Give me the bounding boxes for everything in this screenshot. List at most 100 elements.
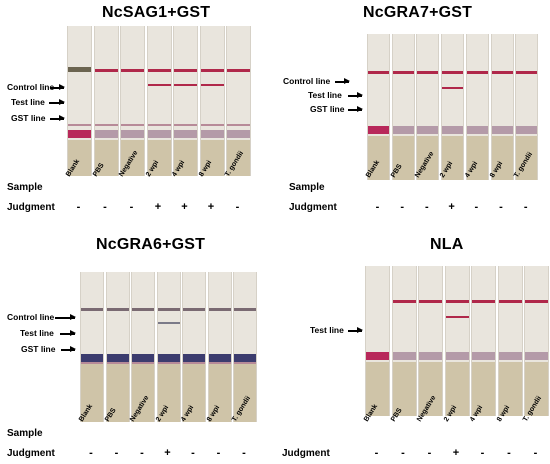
- sample-pad: [174, 140, 197, 176]
- sample-pad: [132, 364, 154, 422]
- sample-pad: [442, 136, 464, 180]
- control-line-arrow: [335, 78, 350, 84]
- gst-band: [200, 124, 224, 126]
- sample-pad: [419, 362, 442, 416]
- sample-pad-band: [200, 130, 224, 138]
- sample-pad: [368, 136, 389, 180]
- control-band: [121, 69, 144, 72]
- gst-line-label: GST line: [11, 113, 46, 123]
- test-strip: [156, 272, 181, 422]
- judgment-mark: -: [533, 447, 538, 459]
- judgment-mark: +: [181, 201, 188, 213]
- control-band: [81, 308, 103, 311]
- sample-pad-band: [472, 352, 495, 360]
- judgment-mark: -: [89, 447, 93, 459]
- sample-pad: [227, 140, 250, 176]
- test-strip: [391, 34, 415, 180]
- control-line-arrow: [50, 84, 65, 90]
- judgment-row-label: Judgment: [7, 202, 55, 213]
- sample-pad-band: [183, 354, 205, 362]
- test-strip: [471, 266, 496, 416]
- judgment-mark: -: [242, 447, 246, 459]
- sample-pad: [498, 362, 522, 416]
- sample-pad-band: [81, 354, 103, 362]
- test-band: [147, 84, 171, 86]
- panel-nla: NLA Test line Judgment Blank - PBS - Negativ…: [275, 232, 550, 464]
- test-line-arrow: [60, 330, 76, 336]
- panel-ncgra7-gst: NcGRA7+GST Control line Test line GST li…: [275, 0, 550, 232]
- sample-row-label: Sample: [289, 182, 325, 193]
- test-strip: [367, 34, 390, 180]
- control-band: [419, 300, 442, 303]
- panel-title: NcGRA7+GST: [363, 4, 473, 21]
- sample-pad: [200, 140, 224, 176]
- sample-pad-band: [466, 126, 488, 134]
- judgment-row-label: Judgment: [7, 448, 55, 459]
- control-line-label: Control line: [283, 76, 331, 86]
- control-band: [68, 67, 91, 72]
- sample-pad-band: [445, 352, 469, 360]
- judgment-mark: -: [235, 201, 240, 213]
- test-strip: [233, 272, 257, 422]
- sample-pad: [392, 136, 414, 180]
- panel-title: NcGRA6+GST: [96, 236, 206, 253]
- sample-pad-band: [368, 126, 389, 134]
- control-band: [94, 69, 118, 72]
- gst-band: [208, 362, 231, 364]
- sample-pad-band: [392, 352, 416, 360]
- test-strip: [497, 266, 523, 416]
- sample-pad-band: [132, 354, 154, 362]
- gst-band: [94, 124, 118, 126]
- control-band: [442, 71, 464, 74]
- test-strip: [67, 26, 92, 176]
- gst-band: [147, 124, 171, 126]
- sample-pad-band: [106, 354, 129, 362]
- judgment-mark: -: [375, 201, 380, 213]
- sample-pad-band: [366, 352, 389, 360]
- test-strip: [515, 34, 539, 180]
- sample-pad: [106, 364, 129, 422]
- test-band: [445, 316, 469, 318]
- judgment-mark: -: [103, 201, 107, 213]
- sample-pad-band: [234, 354, 256, 362]
- sample-pad-band: [94, 130, 118, 138]
- gst-band: [106, 362, 129, 364]
- test-strip: [80, 272, 104, 422]
- test-line-label: Test line: [11, 97, 45, 107]
- control-band: [227, 69, 250, 72]
- judgment-mark: -: [374, 447, 379, 459]
- gst-line-arrow: [50, 115, 65, 121]
- sample-pad-band: [491, 126, 513, 134]
- panel-title: NcSAG1+GST: [102, 4, 211, 21]
- sample-pad: [68, 140, 91, 176]
- control-band: [174, 69, 197, 72]
- gst-band: [227, 124, 250, 126]
- gst-line-arrow: [348, 106, 363, 112]
- sample-pad: [392, 362, 416, 416]
- judgment-row-label: Judgment: [289, 202, 337, 213]
- gst-band: [68, 124, 91, 126]
- judgment-row-label: Judgment: [282, 448, 330, 459]
- sample-pad: [366, 362, 389, 416]
- judgment-mark: +: [164, 447, 171, 459]
- sample-pad-band: [68, 130, 91, 138]
- sample-pad: [157, 364, 180, 422]
- sample-pad-band: [525, 352, 548, 360]
- control-line-label: Control line: [7, 312, 55, 322]
- judgment-mark: -: [140, 447, 144, 459]
- gst-line-arrow: [61, 346, 76, 352]
- test-line-arrow: [348, 327, 363, 333]
- judgment-mark: +: [452, 447, 460, 459]
- control-band: [498, 300, 522, 303]
- test-strip: [524, 266, 549, 416]
- sample-pad-band: [121, 130, 144, 138]
- judgment-mark: -: [427, 447, 432, 459]
- gst-band: [174, 124, 197, 126]
- control-band: [525, 300, 548, 303]
- panel-ncsag1-gst: NcSAG1+GST Control line Test line GST li…: [0, 0, 275, 232]
- test-strip: [365, 266, 390, 416]
- judgment-mark: -: [400, 201, 405, 213]
- sample-pad: [525, 362, 548, 416]
- sample-pad-band: [442, 126, 464, 134]
- control-band: [234, 308, 256, 311]
